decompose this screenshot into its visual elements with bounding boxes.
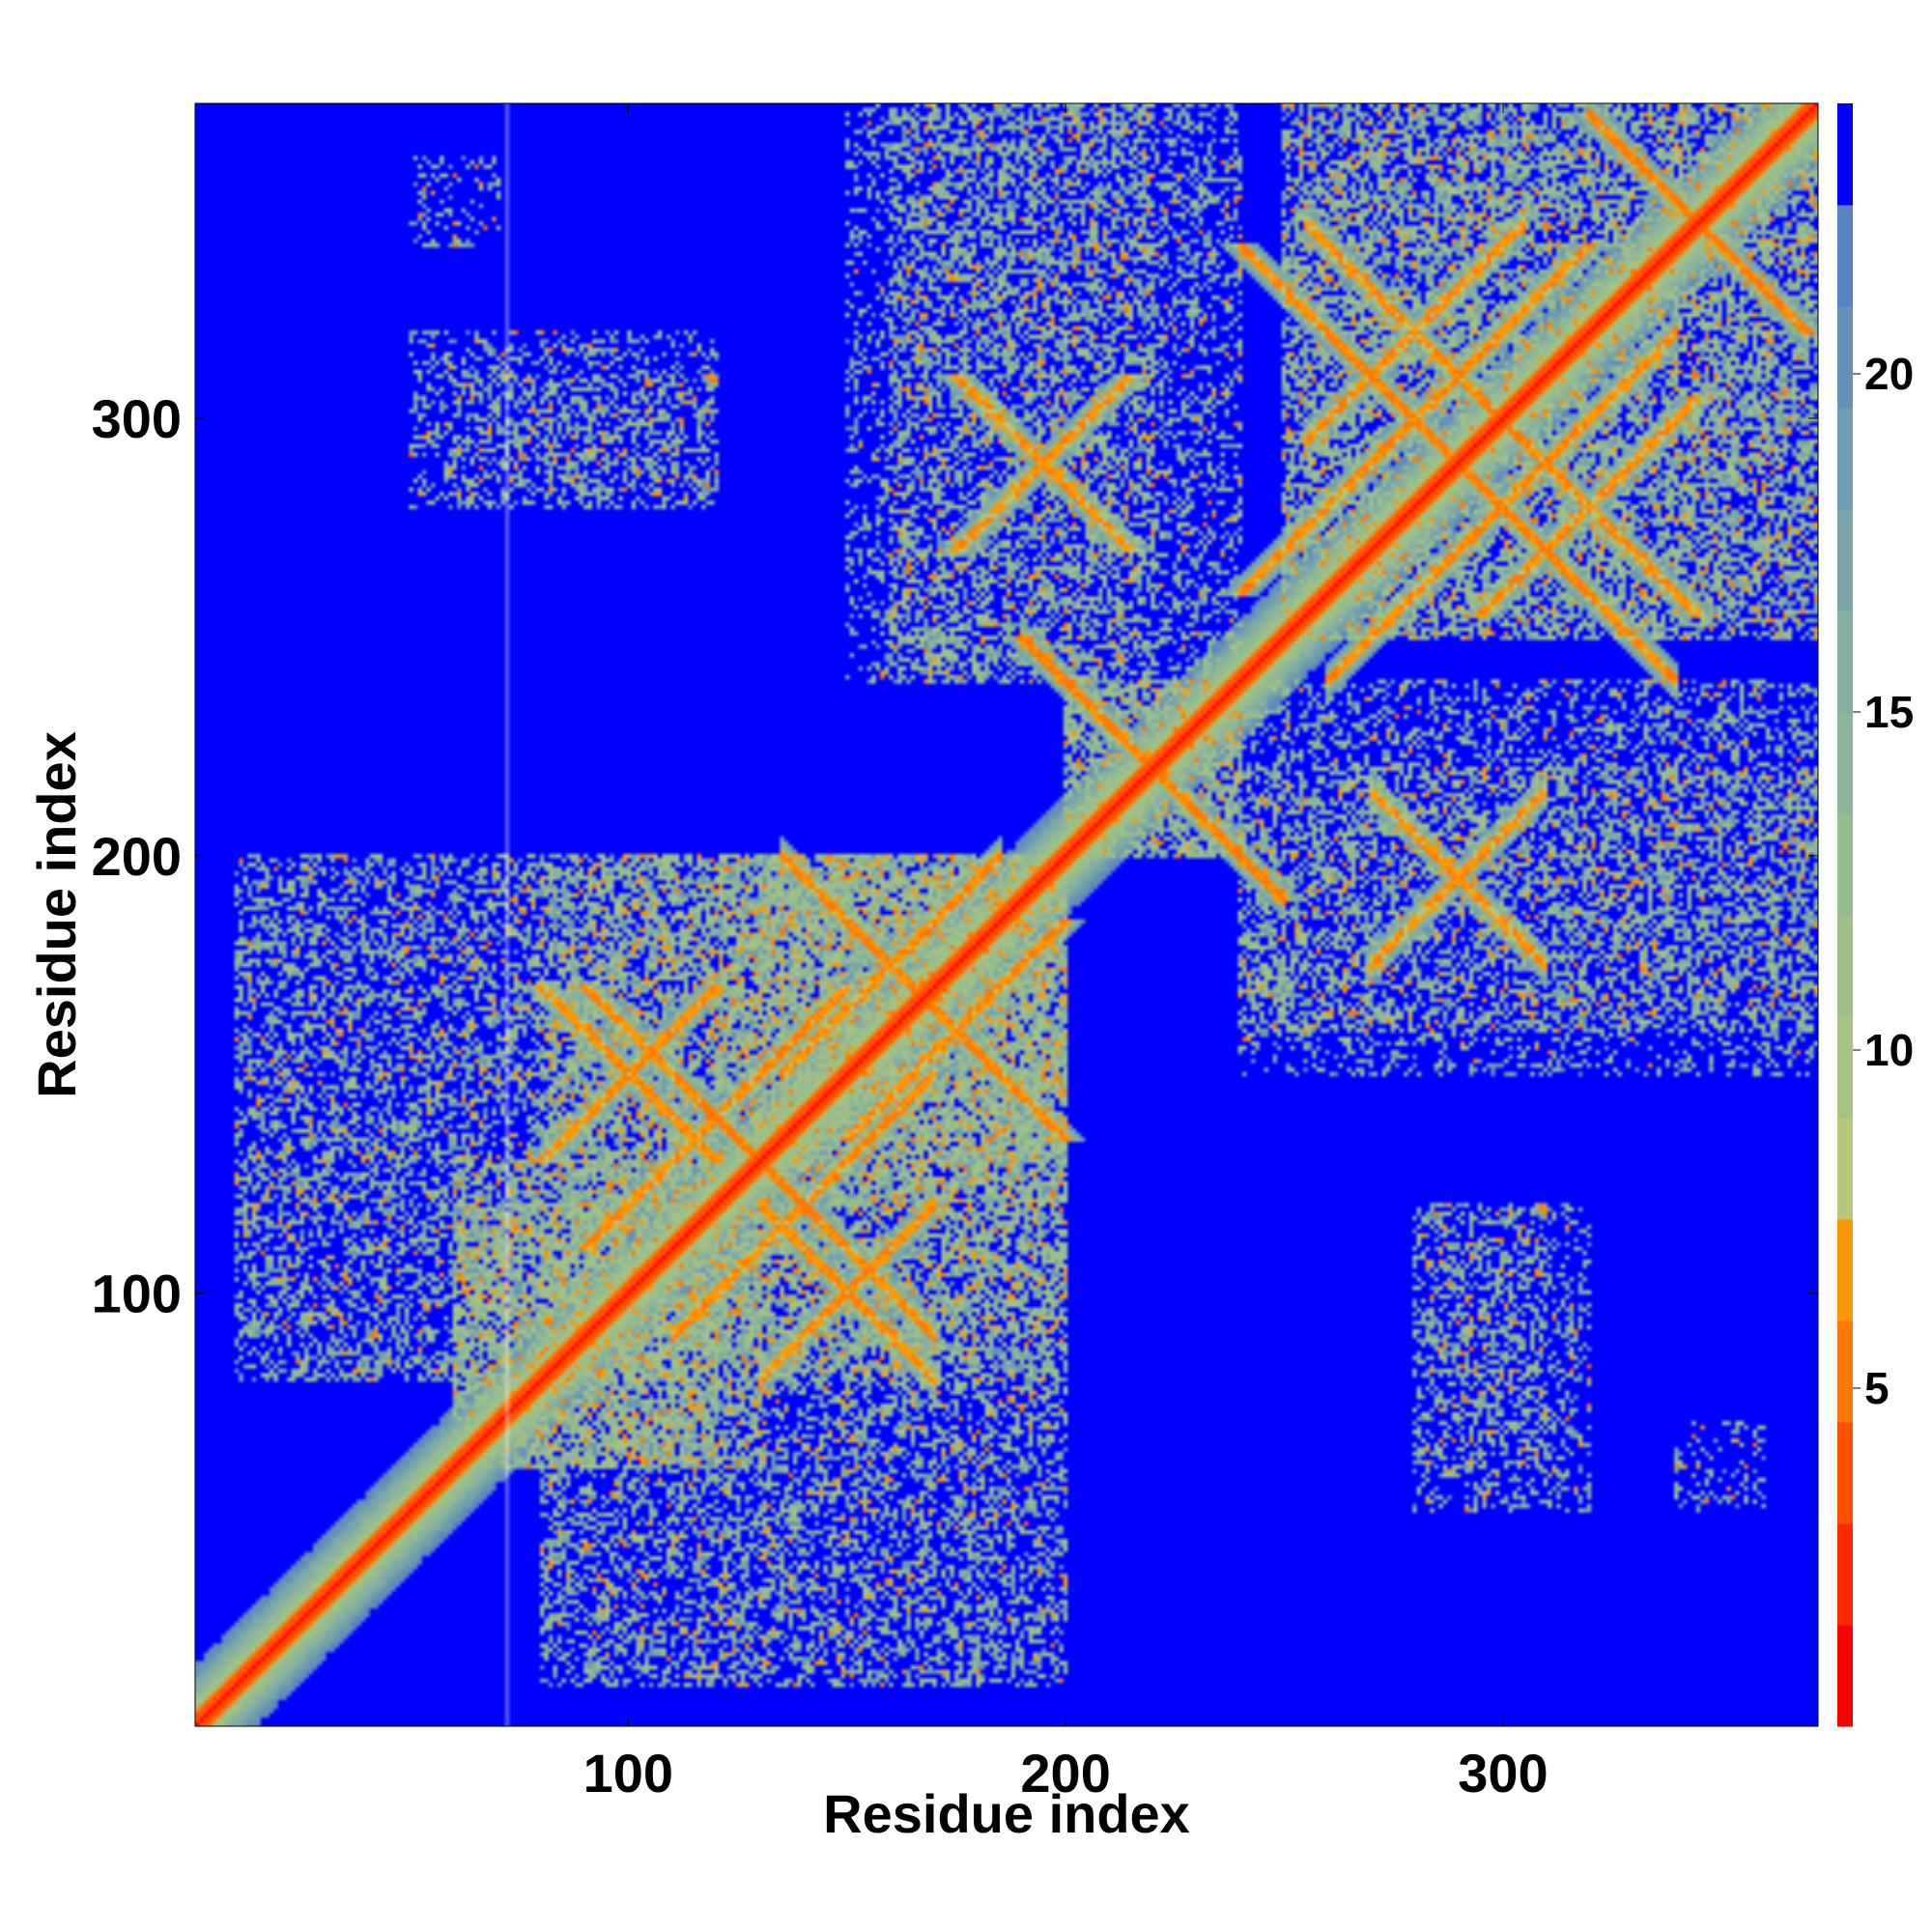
colorbar-segment xyxy=(1837,1422,1853,1524)
colorbar-segment xyxy=(1837,712,1853,814)
contact-map-heatmap xyxy=(195,103,1818,1726)
colorbar-segment xyxy=(1837,509,1853,611)
colorbar xyxy=(1837,103,1853,1727)
colorbar-segment xyxy=(1837,1118,1853,1220)
y-tick-label: 100 xyxy=(92,1264,182,1324)
colorbar-segment xyxy=(1837,1016,1853,1119)
x-axis-ticks: 100 200 300 xyxy=(583,103,1548,1804)
colorbar-segment xyxy=(1837,205,1853,307)
colorbar-segment xyxy=(1837,1523,1853,1626)
plot-frame xyxy=(194,102,1819,1727)
y-axis-ticks: 100 200 300 xyxy=(92,388,1818,1324)
x-tick-label: 300 xyxy=(1458,1743,1548,1804)
colorbar-segment xyxy=(1837,813,1853,916)
colorbar-segment xyxy=(1837,1219,1853,1321)
colorbar-segment xyxy=(1837,306,1853,409)
x-tick-label: 200 xyxy=(1020,1743,1110,1804)
x-axis-label: Residue index xyxy=(823,1783,1190,1844)
colorbar-segment xyxy=(1837,408,1853,510)
y-axis-label: Residue index xyxy=(26,731,87,1098)
colorbar-tick-label: 20 xyxy=(1864,349,1914,399)
colorbar-tick-label: 5 xyxy=(1864,1363,1889,1413)
x-tick-label: 100 xyxy=(583,1743,673,1804)
y-tick-label: 300 xyxy=(92,388,182,449)
colorbar-tick-label: 15 xyxy=(1864,687,1914,737)
colorbar-tick-label: 10 xyxy=(1864,1025,1914,1075)
colorbar-segment xyxy=(1837,611,1853,713)
colorbar-ticks: 5 10 15 20 xyxy=(1853,349,1914,1413)
colorbar-segment xyxy=(1837,1625,1853,1727)
colorbar-segment xyxy=(1837,915,1853,1017)
colorbar-segment xyxy=(1837,1321,1853,1423)
colorbar-segment xyxy=(1837,103,1853,206)
y-tick-label: 200 xyxy=(92,826,182,887)
